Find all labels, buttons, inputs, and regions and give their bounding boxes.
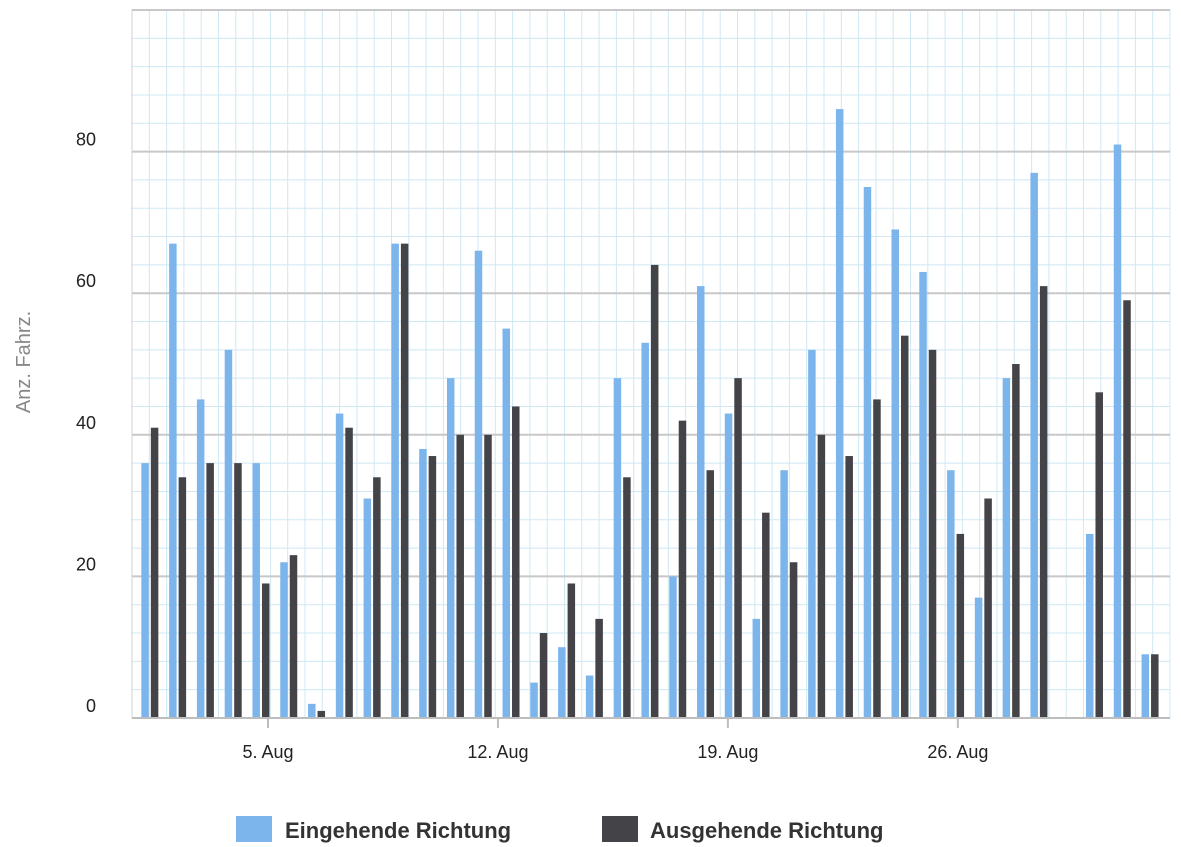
- bar-ausgehende[interactable]: [678, 420, 687, 718]
- bar-ausgehende[interactable]: [1039, 286, 1048, 718]
- bar-ausgehende[interactable]: [345, 427, 353, 718]
- bar-eingehende[interactable]: [697, 286, 705, 718]
- bar-ausgehende[interactable]: [178, 477, 187, 718]
- bar-eingehende[interactable]: [780, 470, 788, 718]
- bar-eingehende[interactable]: [1141, 654, 1150, 718]
- bar-eingehende[interactable]: [363, 498, 372, 718]
- bar-eingehende[interactable]: [947, 470, 955, 718]
- bar-ausgehende[interactable]: [428, 456, 437, 718]
- bar-eingehende[interactable]: [641, 342, 649, 718]
- bar-eingehende[interactable]: [585, 675, 594, 718]
- bar-ausgehende[interactable]: [1151, 654, 1159, 718]
- bar-eingehende[interactable]: [752, 618, 761, 718]
- bar-eingehende[interactable]: [224, 349, 233, 718]
- bar-ausgehende[interactable]: [956, 533, 965, 718]
- bar-ausgehende[interactable]: [595, 618, 603, 718]
- bar-ausgehende[interactable]: [289, 555, 298, 718]
- bar-eingehende[interactable]: [446, 378, 455, 718]
- bar-eingehende[interactable]: [558, 647, 566, 718]
- bar-ausgehende[interactable]: [484, 434, 492, 718]
- bar-ausgehende[interactable]: [623, 477, 631, 718]
- bar-eingehende[interactable]: [196, 399, 205, 718]
- bar-ausgehende[interactable]: [150, 427, 159, 718]
- legend: Eingehende Richtung Ausgehende Richtung: [236, 816, 883, 843]
- legend-swatch-ausgehende[interactable]: [602, 816, 638, 842]
- bar-eingehende[interactable]: [308, 703, 316, 718]
- bar-eingehende[interactable]: [252, 463, 260, 718]
- x-tick-label: 5. Aug: [242, 742, 293, 762]
- bar-ausgehende[interactable]: [456, 434, 464, 718]
- bar-eingehende[interactable]: [474, 250, 483, 718]
- bar-eingehende[interactable]: [1085, 533, 1094, 718]
- bar-ausgehende[interactable]: [762, 512, 770, 718]
- bar-ausgehende[interactable]: [873, 399, 881, 718]
- bar-eingehende[interactable]: [863, 187, 872, 718]
- bar-ausgehende[interactable]: [984, 498, 992, 718]
- bar-eingehende[interactable]: [669, 576, 677, 718]
- bar-ausgehende[interactable]: [789, 562, 798, 718]
- y-axis-label: Anz. Fahrz.: [13, 311, 35, 413]
- bar-ausgehende[interactable]: [706, 470, 715, 718]
- x-tick-label: 26. Aug: [927, 742, 988, 762]
- axes: 0 20 40 60 80 5. Aug 12. Aug 19. Aug 26. Aug: [76, 10, 1170, 762]
- bar-ausgehende[interactable]: [901, 335, 909, 718]
- bar-eingehende[interactable]: [141, 463, 149, 718]
- bar-eingehende[interactable]: [1002, 378, 1011, 718]
- bar-eingehende[interactable]: [974, 597, 983, 718]
- bar-eingehende[interactable]: [835, 109, 844, 719]
- bar-ausgehende[interactable]: [512, 406, 520, 718]
- bar-ausgehende[interactable]: [1095, 392, 1103, 718]
- bar-ausgehende[interactable]: [845, 456, 853, 718]
- x-tick-label: 19. Aug: [697, 742, 758, 762]
- bar-ausgehende[interactable]: [400, 243, 409, 718]
- y-tick-label: 60: [76, 271, 96, 291]
- y-tick-label: 40: [76, 413, 96, 433]
- bar-ausgehende[interactable]: [206, 463, 214, 718]
- bar-ausgehende[interactable]: [817, 434, 826, 718]
- bar-eingehende[interactable]: [1113, 144, 1122, 718]
- bar-ausgehende[interactable]: [734, 378, 742, 718]
- bar-eingehende[interactable]: [1030, 172, 1038, 719]
- bar-ausgehende[interactable]: [234, 463, 242, 718]
- x-tick-label: 12. Aug: [467, 742, 528, 762]
- y-tick-label: 0: [86, 696, 96, 716]
- legend-label-eingehende[interactable]: Eingehende Richtung: [285, 818, 511, 843]
- bar-eingehende[interactable]: [391, 243, 399, 718]
- bar-eingehende[interactable]: [808, 349, 816, 718]
- legend-label-ausgehende[interactable]: Ausgehende Richtung: [650, 818, 883, 843]
- y-tick-label: 80: [76, 130, 96, 150]
- bar-eingehende[interactable]: [919, 271, 927, 718]
- bars: [141, 109, 1159, 719]
- bar-ausgehende[interactable]: [261, 583, 270, 718]
- bar-eingehende[interactable]: [530, 682, 538, 718]
- legend-swatch-eingehende[interactable]: [236, 816, 272, 842]
- bar-eingehende[interactable]: [169, 243, 177, 718]
- bar-ausgehende[interactable]: [1123, 300, 1131, 718]
- bar-eingehende[interactable]: [502, 328, 511, 718]
- bar-ausgehende[interactable]: [567, 583, 576, 718]
- bar-ausgehende[interactable]: [928, 349, 937, 718]
- bar-ausgehende[interactable]: [650, 264, 659, 718]
- bar-ausgehende[interactable]: [373, 477, 381, 718]
- y-tick-label: 20: [76, 554, 96, 574]
- bar-eingehende[interactable]: [280, 562, 288, 718]
- bar-ausgehende[interactable]: [317, 710, 326, 718]
- bar-eingehende[interactable]: [724, 413, 733, 718]
- bar-eingehende[interactable]: [335, 413, 344, 718]
- bar-eingehende[interactable]: [419, 448, 427, 718]
- bar-eingehende[interactable]: [891, 229, 900, 719]
- bar-ausgehende[interactable]: [1012, 364, 1020, 718]
- bar-ausgehende[interactable]: [539, 633, 548, 718]
- bar-eingehende[interactable]: [613, 378, 622, 718]
